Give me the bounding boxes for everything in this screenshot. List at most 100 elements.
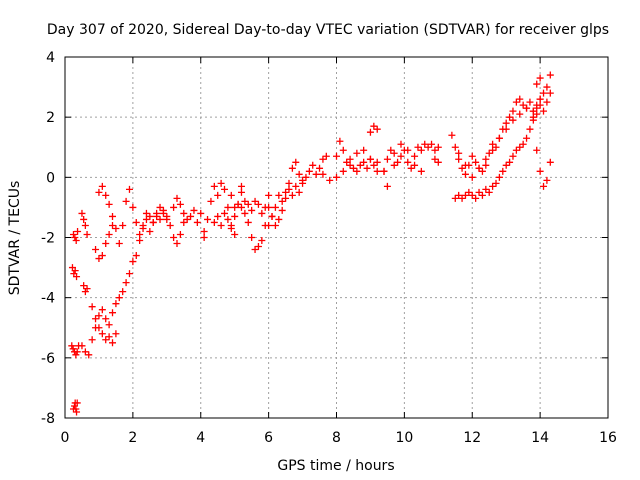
x-tick-label: 14	[531, 430, 549, 446]
data-points	[68, 71, 554, 416]
data-point	[234, 200, 242, 208]
data-point	[519, 140, 527, 148]
data-point	[478, 191, 486, 199]
data-point	[109, 309, 117, 317]
data-point	[72, 405, 80, 413]
data-point	[546, 71, 554, 79]
data-point	[72, 237, 80, 245]
data-point	[237, 182, 245, 190]
data-point	[407, 164, 415, 172]
data-point	[339, 167, 347, 175]
data-point	[102, 336, 110, 344]
x-tick-label: 2	[128, 430, 137, 446]
data-point	[237, 188, 245, 196]
data-point	[353, 167, 361, 175]
data-point	[451, 143, 459, 151]
data-point	[258, 237, 266, 245]
data-point	[237, 203, 245, 211]
data-point	[105, 333, 113, 341]
data-point	[102, 240, 110, 248]
data-point	[180, 209, 188, 217]
data-point	[543, 83, 551, 91]
data-point	[98, 306, 106, 314]
data-point	[85, 351, 93, 359]
data-point	[122, 197, 130, 205]
data-point	[411, 152, 419, 160]
data-point	[516, 110, 524, 118]
data-point	[333, 173, 340, 181]
data-point	[502, 125, 510, 133]
data-point	[271, 221, 279, 229]
data-point	[482, 161, 490, 169]
data-point	[458, 164, 466, 172]
data-point	[207, 197, 215, 205]
data-point	[282, 188, 290, 196]
x-tick-label: 0	[61, 430, 70, 446]
data-point	[146, 212, 154, 220]
data-point	[421, 140, 429, 148]
data-point	[210, 182, 218, 190]
data-point	[360, 146, 368, 154]
data-point	[485, 149, 493, 157]
data-point	[394, 158, 402, 166]
data-point	[265, 191, 273, 199]
data-point	[472, 194, 480, 202]
data-point	[529, 113, 537, 121]
data-point	[156, 203, 164, 211]
x-tick-label: 4	[196, 430, 205, 446]
x-tick-label: 12	[463, 430, 481, 446]
data-point	[489, 140, 497, 148]
data-point	[136, 237, 144, 245]
data-point	[417, 146, 425, 154]
data-point	[98, 182, 106, 190]
data-point	[139, 221, 147, 229]
data-point	[254, 200, 262, 208]
data-point	[506, 113, 514, 121]
data-point	[125, 185, 133, 193]
data-point	[73, 408, 81, 416]
data-point	[302, 173, 310, 181]
data-point	[387, 146, 395, 154]
y-tick-label: 4	[46, 50, 55, 66]
data-point	[197, 209, 205, 217]
data-point	[119, 288, 127, 296]
data-point	[81, 221, 89, 229]
data-point	[224, 215, 232, 223]
data-point	[173, 194, 181, 202]
x-tick-label: 10	[395, 430, 413, 446]
data-point	[478, 167, 486, 175]
data-point	[533, 101, 541, 109]
data-point	[268, 212, 276, 220]
data-point	[455, 191, 463, 199]
data-point	[502, 161, 510, 169]
data-point	[431, 146, 439, 154]
data-point	[536, 95, 544, 103]
data-point	[540, 89, 548, 97]
data-point	[105, 200, 113, 208]
data-point	[88, 303, 96, 311]
data-point	[69, 230, 77, 238]
data-point	[336, 137, 344, 145]
data-point	[468, 173, 476, 181]
data-point	[231, 230, 239, 238]
data-point	[434, 143, 442, 151]
data-point	[285, 185, 293, 193]
data-point	[132, 252, 140, 260]
data-point	[142, 215, 150, 223]
data-point	[461, 161, 469, 169]
data-point	[516, 95, 524, 103]
data-point	[380, 167, 388, 175]
data-point	[295, 170, 303, 178]
data-point	[295, 188, 303, 196]
data-point	[363, 164, 371, 172]
data-point	[536, 167, 544, 175]
data-point	[366, 155, 374, 163]
x-tick-label: 6	[264, 430, 273, 446]
data-point	[72, 351, 80, 359]
data-point	[221, 209, 229, 217]
data-point	[312, 170, 320, 178]
data-point	[81, 348, 89, 356]
data-point	[73, 348, 81, 356]
data-point	[455, 155, 463, 163]
data-point	[271, 203, 279, 211]
